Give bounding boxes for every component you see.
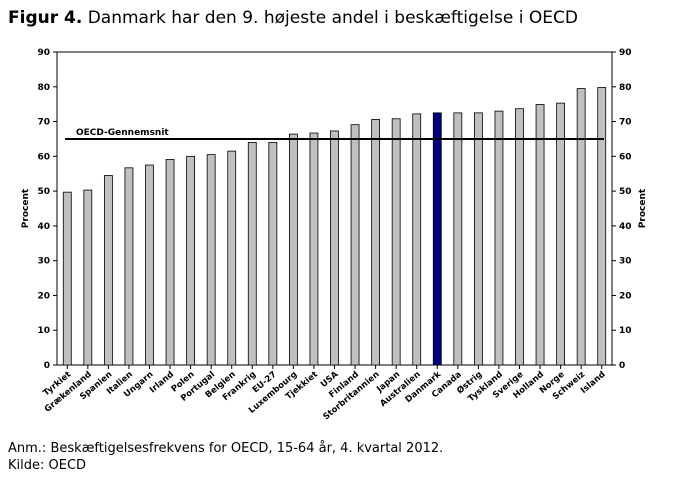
y-tick-label-right-6: 60 xyxy=(619,152,632,162)
bar-21 xyxy=(494,110,504,366)
bar-8 xyxy=(227,150,237,366)
bar-6 xyxy=(186,155,196,366)
bar-22 xyxy=(515,108,524,366)
bar-2 xyxy=(103,175,113,366)
bar-14 xyxy=(350,124,360,366)
bar-18 xyxy=(432,112,442,366)
figure-number: Figur 4. xyxy=(8,8,83,28)
y-tick-label-right-8: 80 xyxy=(619,83,632,93)
bar-3 xyxy=(124,167,134,366)
y-tick-label-right-4: 40 xyxy=(619,222,632,232)
bar-12 xyxy=(309,132,319,366)
bar-11 xyxy=(288,133,298,366)
bar-19 xyxy=(453,112,463,366)
bar-26 xyxy=(597,87,607,366)
source-text: Kilde: OECD xyxy=(8,458,87,473)
y-tick-label-left-0: 0 xyxy=(44,361,50,371)
y-tick-label-left-6: 60 xyxy=(37,152,50,162)
bar-0 xyxy=(62,191,72,366)
bar-25 xyxy=(576,88,586,366)
y-tick-label-left-8: 80 xyxy=(37,83,50,93)
bar-7 xyxy=(206,154,216,366)
y-tick-label-left-2: 20 xyxy=(37,291,50,301)
chart-title: Figur 4. Danmark har den 9. højeste ande… xyxy=(8,8,578,28)
bar-15 xyxy=(371,119,381,366)
y-tick-label-left-4: 40 xyxy=(37,222,50,232)
x-tick-labels: TyrkietGrækenlandSpanienItalienUngarnIrl… xyxy=(42,369,608,422)
bar-16 xyxy=(391,118,401,366)
axes: 0 0 10 10 20 20 30 30 40 40 50 50 60 60 70 70 80 80 90 90 xyxy=(37,48,631,371)
footnotes: Anm.: Beskæftigelsesfrekvens for OECD, 1… xyxy=(8,440,443,474)
y-tick-label-right-7: 70 xyxy=(619,118,632,128)
bar-4 xyxy=(145,164,154,366)
y-tick-label-right-2: 20 xyxy=(619,291,632,301)
bar-1 xyxy=(83,189,93,366)
y-tick-label-left-3: 30 xyxy=(37,257,50,267)
note-text: Anm.: Beskæftigelsesfrekvens for OECD, 1… xyxy=(8,441,444,456)
bar-5 xyxy=(165,159,175,366)
bar-24 xyxy=(556,102,566,366)
y-axis-label-right: Procent xyxy=(638,188,648,228)
y-tick-label-left-7: 70 xyxy=(37,118,50,128)
bar-20 xyxy=(473,112,483,366)
y-tick-label-right-1: 10 xyxy=(619,326,632,336)
bar-9 xyxy=(247,142,257,366)
y-axis-label-left: Procent xyxy=(21,188,31,228)
y-tick-label-right-0: 0 xyxy=(619,361,625,371)
bar-13 xyxy=(330,130,339,366)
bar-23 xyxy=(535,104,545,366)
y-tick-label-right-9: 90 xyxy=(619,48,632,58)
y-tick-label-left-1: 10 xyxy=(37,326,50,336)
title-text: Danmark har den 9. højeste andel i beskæ… xyxy=(82,8,578,28)
y-tick-label-right-5: 50 xyxy=(619,187,632,197)
y-tick-label-left-9: 90 xyxy=(37,48,50,58)
bar-chart: 0 0 10 10 20 20 30 30 40 40 50 50 60 60 70 70 80 80 90 90 T… xyxy=(21,48,648,422)
bar-17 xyxy=(412,113,422,366)
oecd-average-label: OECD-Gennemsnit xyxy=(76,128,169,138)
bar-10 xyxy=(268,142,278,366)
y-tick-label-right-3: 30 xyxy=(619,257,632,267)
y-tick-label-left-5: 50 xyxy=(37,187,50,197)
